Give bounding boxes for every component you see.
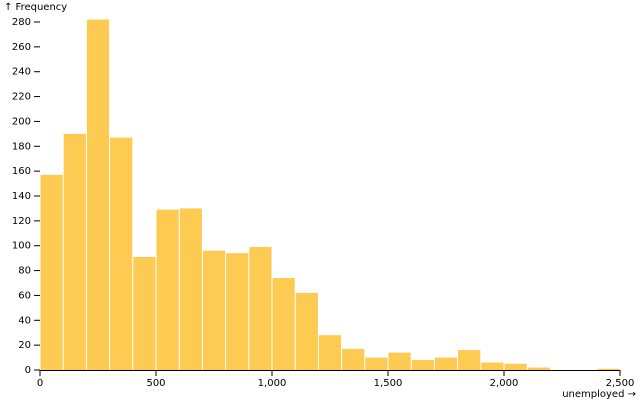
y-tick-label: 160 [12, 166, 31, 177]
bar [504, 363, 527, 370]
y-tick-label: 280 [12, 17, 31, 28]
x-tick-label: 1,500 [374, 378, 403, 389]
bar [388, 352, 411, 370]
x-tick-label: 1,000 [258, 378, 287, 389]
bar [226, 253, 249, 370]
y-tick-label: 80 [18, 266, 31, 277]
y-tick-label: 0 [25, 365, 31, 376]
bar [40, 174, 63, 370]
y-tick-label: 220 [12, 92, 31, 103]
x-tick-label: 2,000 [490, 378, 519, 389]
y-tick-label: 100 [12, 241, 31, 252]
y-tick-label: 40 [18, 315, 31, 326]
bar [458, 350, 481, 370]
bar [365, 357, 388, 370]
y-tick-label: 180 [12, 141, 31, 152]
bar [342, 348, 365, 370]
bar [156, 209, 179, 370]
bar [481, 362, 504, 370]
bar [249, 246, 272, 370]
y-tick-label: 200 [12, 116, 31, 127]
bar [295, 292, 318, 370]
y-tick-label: 120 [12, 216, 31, 227]
bar [411, 360, 434, 370]
bar [133, 256, 156, 370]
y-tick-label: 20 [18, 340, 31, 351]
bar [86, 19, 110, 371]
bar [527, 367, 550, 370]
y-tick-label: 260 [12, 42, 31, 53]
bar [597, 368, 620, 370]
y-tick-label: 240 [12, 67, 31, 78]
bar [63, 133, 86, 370]
y-tick-label: 60 [18, 290, 31, 301]
bar [318, 335, 342, 370]
bar [202, 250, 226, 370]
x-tick-label: 500 [146, 378, 165, 389]
bar [272, 278, 295, 370]
bar [110, 137, 133, 370]
y-axis-label: ↑ Frequency [4, 2, 67, 13]
y-tick-label: 140 [12, 191, 31, 202]
bar [434, 357, 458, 370]
x-axis-label: unemployed → [562, 389, 636, 400]
x-tick-label: 2,500 [606, 378, 635, 389]
x-tick-label: 0 [37, 378, 43, 389]
bar [179, 208, 202, 370]
